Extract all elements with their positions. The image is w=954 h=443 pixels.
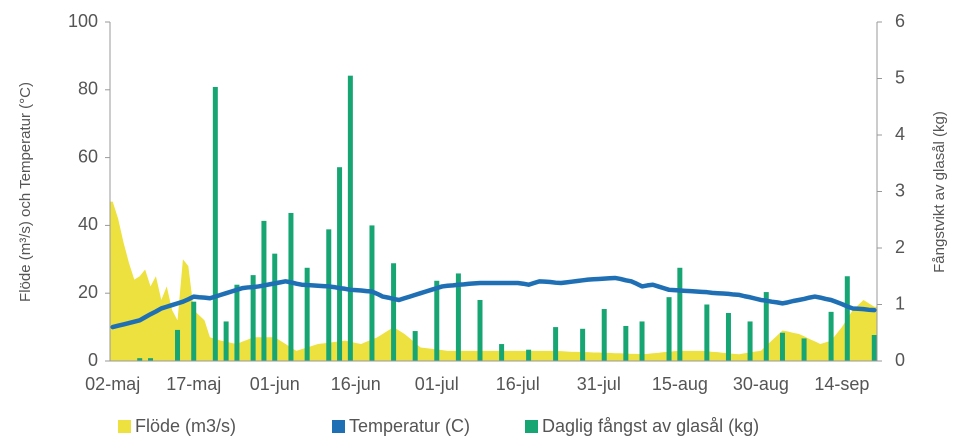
bar: [304, 267, 310, 361]
legend-swatch: [118, 420, 131, 433]
bar: [326, 229, 332, 361]
bar: [747, 321, 753, 361]
bar: [347, 75, 353, 362]
y-tick-label: 20: [78, 282, 98, 302]
area: [110, 201, 877, 361]
y-tick-label: 60: [78, 146, 98, 166]
bar: [801, 338, 807, 361]
bar: [763, 292, 769, 361]
x-tick-label: 17-maj: [166, 374, 221, 394]
bar: [580, 328, 586, 361]
bar: [704, 304, 710, 361]
bar: [455, 273, 461, 361]
bar: [639, 321, 645, 361]
bar: [288, 212, 294, 361]
y2-tick-label: 3: [895, 180, 905, 200]
bar: [261, 220, 267, 361]
bar: [844, 276, 850, 361]
bar: [137, 358, 143, 361]
bar: [234, 284, 240, 361]
x-tick-label: 30-aug: [733, 374, 789, 394]
bar: [477, 299, 483, 361]
x-tick-label: 15-aug: [652, 374, 708, 394]
y-axis-title: Flöde (m³/s) och Temperatur (°C): [17, 82, 34, 302]
bar: [337, 167, 343, 361]
bar: [212, 86, 218, 361]
x-tick-label: 01-jul: [415, 374, 459, 394]
y2-tick-label: 2: [895, 237, 905, 257]
y2-tick-label: 4: [895, 124, 905, 144]
bar: [250, 275, 256, 361]
bar: [601, 309, 607, 361]
legend-label: Temperatur (C): [349, 416, 470, 436]
bar: [677, 267, 683, 361]
bar: [725, 312, 731, 361]
line: [110, 275, 877, 330]
y2-tick-label: 1: [895, 293, 905, 313]
bar: [223, 321, 229, 361]
bar: [272, 253, 278, 361]
bar: [191, 301, 197, 361]
bar: [666, 297, 672, 361]
bar: [391, 263, 397, 361]
x-tick-label: 16-jun: [331, 374, 381, 394]
bar: [434, 280, 440, 361]
x-tick-label: 16-jul: [496, 374, 540, 394]
bar: [828, 311, 834, 361]
bar: [623, 325, 629, 361]
x-tick-label: 02-maj: [85, 374, 140, 394]
y2-axis-title: Fångstvikt av glasål (kg): [931, 111, 948, 273]
legend-swatch: [525, 420, 538, 433]
legend-label: Flöde (m3/s): [135, 416, 236, 436]
y2-tick-label: 5: [895, 67, 905, 87]
y2-tick-label: 6: [895, 11, 905, 31]
y-tick-label: 0: [88, 350, 98, 370]
legend-label: Daglig fångst av glasål (kg): [542, 416, 759, 436]
y2-tick-label: 0: [895, 350, 905, 370]
legend-swatch: [332, 420, 345, 433]
bar: [412, 331, 418, 361]
bar: [175, 329, 181, 361]
bar: [779, 332, 785, 361]
y-tick-label: 80: [78, 79, 98, 99]
y-tick-label: 40: [78, 214, 98, 234]
bar: [553, 327, 559, 361]
bar: [148, 358, 154, 361]
bar: [526, 349, 532, 361]
y-tick-label: 100: [68, 11, 98, 31]
x-tick-label: 01-jun: [250, 374, 300, 394]
x-tick-label: 31-jul: [577, 374, 621, 394]
bar: [871, 335, 877, 361]
x-tick-label: 14-sep: [814, 374, 869, 394]
bar: [499, 344, 505, 361]
